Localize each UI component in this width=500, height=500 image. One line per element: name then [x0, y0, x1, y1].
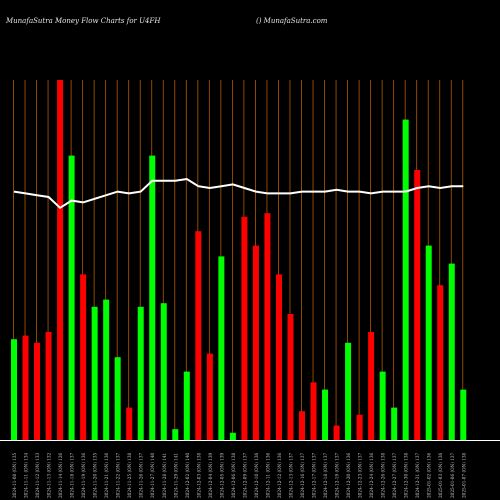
- money-flow-bar: [206, 353, 213, 440]
- money-flow-bar: [460, 389, 467, 440]
- money-flow-bar: [310, 382, 317, 440]
- x-tick-label: 2024-11-28 (ON) 141: [162, 453, 167, 498]
- x-tick-label: 2024-11-18 (ON) 137: [70, 453, 75, 498]
- x-tick-label: 2024-12-06 (ON) 138: [231, 453, 236, 498]
- x-tick-label: 2024-11-29 (ON) 141: [173, 453, 178, 498]
- x-tick-label: 2024-11-08 (ON) 135: [12, 453, 17, 498]
- money-flow-bar: [183, 371, 190, 440]
- money-flow-bar: [137, 306, 144, 440]
- x-tick-label: 2024-12-05 (ON) 139: [219, 453, 224, 498]
- money-flow-bar: [11, 339, 17, 440]
- money-flow-bar: [275, 274, 282, 440]
- money-flow-bar: [402, 119, 409, 440]
- x-tick-label: 2024-12-09 (ON) 137: [242, 453, 247, 498]
- site-credit: () MunafaSutra.com: [256, 17, 328, 25]
- money-flow-bar: [333, 425, 340, 440]
- x-tick-label: 2024-12-18 (ON) 137: [323, 453, 328, 498]
- x-tick-label: 2025-01-02 (ON) 136: [427, 453, 432, 498]
- money-flow-bar: [241, 216, 248, 440]
- x-tick-label: 2024-12-04 (ON) 139: [208, 453, 213, 498]
- x-tick-label: 2024-12-10 (ON) 136: [254, 453, 259, 498]
- money-flow-bar: [22, 335, 29, 440]
- x-tick-label: 2024-12-24 (ON) 136: [369, 453, 374, 498]
- money-flow-bar: [126, 407, 133, 440]
- x-tick-label: 2024-12-02 (ON) 140: [185, 453, 190, 498]
- money-flow-bar: [368, 332, 375, 440]
- x-tick-label: 2024-12-13 (ON) 137: [288, 453, 293, 498]
- money-flow-bar: [103, 299, 110, 440]
- x-tick-label: 2024-11-27 (ON) 140: [150, 453, 155, 498]
- money-flow-bar: [264, 213, 271, 440]
- money-flow-bar: [229, 432, 236, 440]
- x-tick-label: 2024-12-30 (ON) 138: [404, 453, 409, 498]
- money-flow-bar: [322, 389, 329, 440]
- money-flow-bar: [379, 371, 386, 440]
- money-flow-bar: [195, 231, 202, 440]
- x-tick-label: 2025-01-07 (ON) 138: [461, 453, 466, 498]
- x-tick-label: 2024-12-19 (ON) 137: [335, 453, 340, 498]
- money-flow-bar: [80, 274, 87, 440]
- x-tick-label: 2024-12-03 (ON) 138: [196, 453, 201, 498]
- money-flow-bar: [172, 429, 179, 440]
- x-tick-label: 2024-11-14 (ON) 126: [58, 453, 63, 498]
- money-flow-bar: [68, 155, 75, 440]
- money-flow-bar: [160, 303, 167, 440]
- money-flow-bar: [356, 414, 363, 440]
- x-tick-label: 2024-12-12 (ON) 136: [277, 453, 282, 498]
- x-tick-label: 2024-11-22 (ON) 137: [116, 453, 121, 498]
- x-tick-label: 2024-11-12 (ON) 133: [35, 453, 40, 498]
- x-tick-label: 2024-12-11 (ON) 136: [265, 453, 270, 498]
- money-flow-bar: [114, 357, 121, 440]
- x-tick-label: 2024-11-26 (ON) 137: [139, 453, 144, 498]
- x-tick-label: 2025-01-03 (ON) 136: [438, 453, 443, 498]
- x-tick-label: 2024-11-25 (ON) 138: [127, 453, 132, 498]
- x-tick-label: 2024-12-16 (ON) 137: [300, 453, 305, 498]
- money-flow-bar: [149, 155, 156, 440]
- money-flow-bar: [448, 263, 455, 440]
- x-tick-label: 2024-12-20 (ON) 136: [346, 453, 351, 498]
- x-tick-label: 2024-12-17 (ON) 137: [312, 453, 317, 498]
- x-tick-label: 2024-12-31 (ON) 137: [415, 453, 420, 498]
- x-tick-label: 2024-12-27 (ON) 137: [392, 453, 397, 498]
- money-flow-bar: [287, 314, 294, 440]
- money-flow-bar: [91, 306, 98, 440]
- money-flow-bar: [252, 245, 259, 440]
- x-tick-label: 2024-11-21 (ON) 136: [104, 453, 109, 498]
- x-tick-label: 2024-11-11 (ON) 134: [24, 453, 29, 498]
- money-flow-bar: [299, 411, 305, 440]
- chart-title: MunafaSutra Money Flow Charts for U4FH: [6, 17, 161, 25]
- money-flow-bar: [425, 245, 432, 440]
- x-tick-label: 2025-01-06 (ON) 137: [450, 453, 455, 498]
- money-flow-bar: [57, 80, 64, 440]
- money-flow-bar: [345, 342, 352, 440]
- x-tick-label: 2024-11-13 (ON) 132: [47, 453, 52, 498]
- x-tick-label: 2024-11-19 (ON) 136: [81, 453, 86, 498]
- money-flow-bar: [414, 170, 421, 440]
- money-flow-bar: [391, 407, 398, 440]
- money-flow-bar: [34, 342, 41, 440]
- trend-line: [13, 177, 464, 210]
- x-tick-label: 2024-12-26 (ON) 138: [381, 453, 386, 498]
- money-flow-bar: [437, 285, 444, 440]
- x-tick-label: 2024-12-23 (ON) 137: [358, 453, 363, 498]
- money-flow-bar: [218, 256, 225, 440]
- money-flow-bar: [45, 332, 52, 440]
- x-tick-label: 2024-11-20 (ON) 135: [93, 453, 98, 498]
